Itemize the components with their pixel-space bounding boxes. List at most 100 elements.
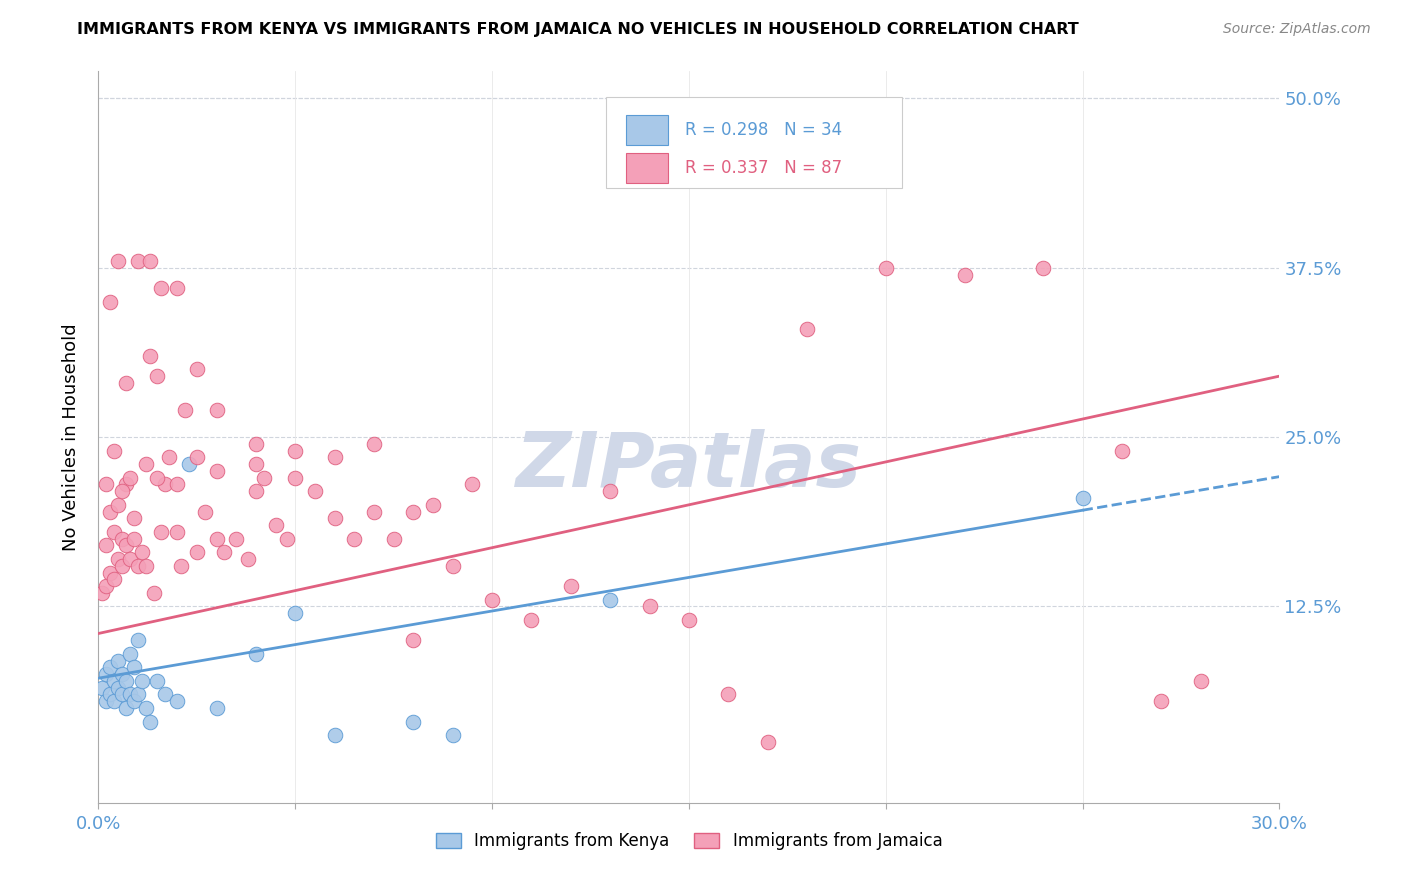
Point [177,457,200,471]
Point [107,552,129,566]
Point [138,349,160,363]
Point [103,694,125,708]
Point [127,633,149,648]
Point [323,728,346,742]
Point [205,532,228,546]
Text: ZIPatlas: ZIPatlas [516,429,862,503]
Point [441,558,464,573]
Point [205,701,228,715]
Point [875,260,897,275]
Point [118,471,141,485]
Point [186,545,208,559]
Point [1071,491,1094,505]
Point [170,558,193,573]
Point [1111,443,1133,458]
Point [150,524,173,539]
Point [98,566,121,580]
Point [146,471,169,485]
Point [245,647,267,661]
Point [481,592,503,607]
Point [103,572,125,586]
Point [284,471,307,485]
FancyBboxPatch shape [626,153,668,183]
Point [135,558,157,573]
Point [717,688,740,702]
Point [461,477,484,491]
Text: IMMIGRANTS FROM KENYA VS IMMIGRANTS FROM JAMAICA NO VEHICLES IN HOUSEHOLD CORREL: IMMIGRANTS FROM KENYA VS IMMIGRANTS FROM… [77,22,1078,37]
Point [118,688,141,702]
Text: R = 0.337   N = 87: R = 0.337 N = 87 [685,159,842,177]
Point [253,471,276,485]
Point [402,633,425,648]
Point [103,524,125,539]
Point [194,505,217,519]
Point [599,592,621,607]
Point [103,443,125,458]
Point [174,403,197,417]
Point [146,673,169,688]
Point [127,254,149,268]
Point [284,606,307,620]
Point [96,579,118,593]
Point [1189,673,1212,688]
Point [422,498,444,512]
Point [245,484,267,499]
Point [343,532,366,546]
Point [599,484,621,499]
Point [118,552,141,566]
Point [98,660,121,674]
Point [166,477,188,491]
Point [111,558,134,573]
Legend: Immigrants from Kenya, Immigrants from Jamaica: Immigrants from Kenya, Immigrants from J… [429,825,949,856]
Point [1150,694,1173,708]
Point [520,613,543,627]
Point [111,484,134,499]
Point [98,688,121,702]
Point [111,667,134,681]
Point [91,586,114,600]
Point [225,532,247,546]
Point [115,538,138,552]
Point [382,532,405,546]
Text: R = 0.298   N = 34: R = 0.298 N = 34 [685,121,842,139]
Point [402,505,425,519]
Point [96,538,118,552]
Point [135,701,157,715]
Point [205,403,228,417]
Point [402,714,425,729]
Point [276,532,298,546]
Point [323,450,346,465]
Point [186,450,208,465]
Point [115,701,138,715]
Point [214,545,236,559]
FancyBboxPatch shape [606,97,901,188]
Point [98,505,121,519]
Point [107,498,129,512]
Point [122,660,145,674]
Y-axis label: No Vehicles in Household: No Vehicles in Household [62,323,80,551]
Point [236,552,259,566]
Point [166,281,188,295]
Point [96,667,118,681]
Point [115,376,138,390]
Point [122,511,145,525]
Point [103,673,125,688]
Point [118,647,141,661]
Point [166,524,188,539]
Point [98,294,121,309]
Point [166,694,188,708]
Point [304,484,326,499]
Point [323,511,346,525]
Point [264,518,287,533]
Point [142,586,165,600]
Point [678,613,700,627]
Point [127,558,149,573]
Point [363,437,385,451]
Point [1032,260,1054,275]
Point [284,443,307,458]
Point [131,673,153,688]
Point [96,477,118,491]
Point [111,532,134,546]
Point [107,254,129,268]
Point [441,728,464,742]
